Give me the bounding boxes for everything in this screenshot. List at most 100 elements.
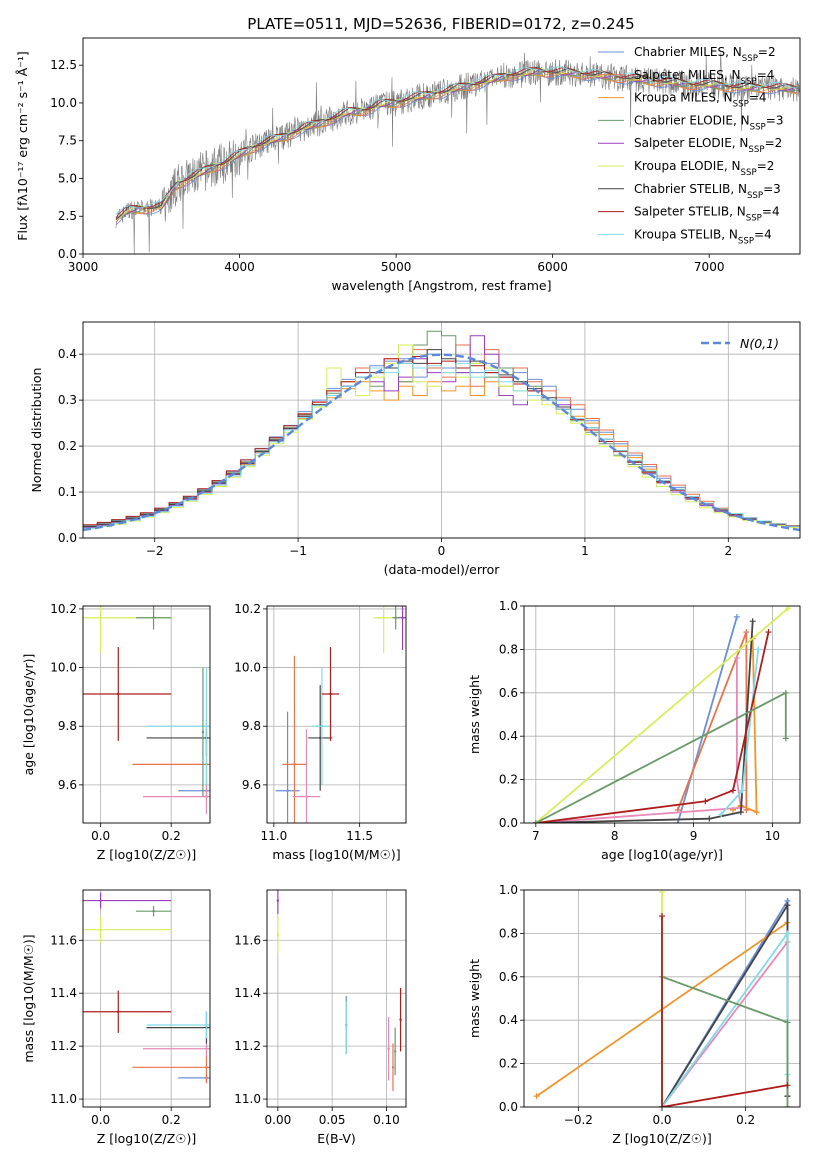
x-tick-label: 10 [765, 829, 780, 843]
y-axis-label: mass weight [467, 959, 482, 1038]
legend-entry-label: Kroupa STELIB, NSSP=4 [634, 227, 772, 246]
y-axis-label: Normed distribution [29, 368, 44, 493]
observed-spectrum-line [115, 52, 800, 254]
x-tick-label: −0.2 [564, 1113, 593, 1127]
mass-weight-marker [765, 629, 772, 636]
data-point [286, 789, 289, 792]
legend-entry-label: Kroupa ELODIE, NSSP=2 [634, 159, 774, 178]
x-tick-label: 11.5 [346, 829, 373, 843]
data-point [293, 763, 296, 766]
mass-weight-marker [737, 809, 744, 816]
x-axis-label: Z [log10(Z/Z☉)] [97, 1131, 197, 1146]
x-tick-label: 0.2 [162, 829, 181, 843]
mass-weight-line [535, 658, 742, 823]
axes-frame [266, 889, 407, 1108]
data-point [152, 909, 155, 913]
mass-weight-marker [718, 811, 725, 818]
y-tick-label: 10.0 [50, 96, 77, 110]
mass-weight-marker [702, 798, 709, 805]
x-tick-label: 0.0 [91, 829, 110, 843]
mass-weight-marker [659, 1104, 665, 1107]
mass-weight-marker [733, 655, 740, 662]
data-point [393, 1050, 397, 1053]
legend-entry-label: Chabrier STELIB, NSSP=3 [634, 182, 781, 201]
y-tick-label: 12.5 [50, 58, 77, 72]
mass-weight-marker [729, 787, 736, 794]
x-tick-label: 8 [611, 829, 619, 843]
data-point [99, 928, 102, 931]
mass-weight-line [535, 691, 787, 823]
data-point [276, 933, 280, 937]
data-point [382, 616, 385, 619]
y-tick-label: 0.8 [499, 926, 518, 940]
mass-weight-marker [782, 689, 789, 696]
age-vs-mass-panel: 11.0 11.5 9.6 9.8 10.0 10.2 mass [log10(M/M☉)] [234, 602, 407, 862]
legend-entry-label: Salpeter STELIB, NSSP=4 [634, 205, 780, 224]
data-point [305, 795, 308, 798]
mass-weight-marker [749, 618, 756, 625]
data-point [117, 1010, 120, 1013]
y-tick-label: 11.2 [50, 1039, 77, 1053]
x-tick-label: 7 [532, 829, 540, 843]
histogram-step-line [83, 362, 800, 529]
y-tick-label: 0.2 [499, 773, 518, 787]
y-tick-label: 1.0 [499, 599, 518, 613]
data-point [394, 616, 397, 619]
mass-weight-marker [674, 820, 681, 823]
plot-area [115, 52, 800, 254]
y-tick-label: 0.4 [499, 729, 518, 743]
mass-weight-line [676, 616, 738, 823]
plot-area [83, 330, 800, 532]
axes-frame [82, 37, 801, 255]
y-tick-label: 11.0 [50, 1092, 77, 1106]
y-tick-label: 0.6 [499, 970, 518, 984]
mass-weight-line [535, 607, 789, 823]
axes-frame [82, 605, 211, 824]
data-point [201, 730, 205, 734]
y-tick-label: 0.6 [499, 686, 518, 700]
x-tick-label: 4000 [224, 260, 255, 274]
gaussian-reference-curve [83, 353, 800, 532]
mass-weight-marker [733, 613, 740, 620]
x-tick-label: 11.0 [261, 829, 288, 843]
data-point [205, 1066, 208, 1069]
residual-histogram-panel: −2 −1 0 1 2 0.0 0.1 0.2 0.3 0.4 (data-model)/error… [29, 321, 801, 577]
y-tick-label: 5.0 [58, 171, 77, 185]
plot-area [532, 606, 792, 823]
mass-weight-marker [782, 735, 789, 742]
x-axis-label: wavelength [Angstrom, rest frame] [331, 278, 551, 293]
y-tick-label: 0.4 [499, 1013, 518, 1027]
x-tick-label: 0.0 [91, 1113, 110, 1127]
x-axis-label: (data-model)/error [384, 562, 501, 577]
y-tick-label: 9.6 [242, 778, 261, 792]
data-point [205, 795, 208, 798]
figure-title: PLATE=0511, MJD=52636, FIBERID=0172, z=0… [247, 15, 634, 33]
histogram-step-line [83, 344, 800, 530]
x-axis-label: E(B-V) [317, 1131, 356, 1146]
x-tick-label: 7000 [694, 260, 725, 274]
plot-area [83, 892, 210, 1084]
x-tick-label: 9 [690, 829, 698, 843]
y-tick-label: 10.0 [234, 661, 261, 675]
plot-area [533, 890, 791, 1107]
x-tick-label: 1 [581, 544, 589, 558]
legend-entry-label: Salpeter ELODIE, NSSP=2 [634, 136, 782, 155]
histogram-step-line [83, 356, 800, 527]
mass-vs-ebv-panel: 0.00 0.05 0.10 11.0 11.2 11.4 11.6 E(B-V) [234, 889, 407, 1146]
x-tick-label: −1 [289, 544, 307, 558]
y-tick-label: 0.0 [499, 1100, 518, 1114]
legend-entry-label: Kroupa MILES, NSSP=4 [634, 91, 767, 110]
y-tick-label: 11.6 [50, 933, 77, 947]
y-tick-label: 0.4 [58, 347, 77, 361]
x-axis-label: Z [log10(Z/Z☉)] [612, 1131, 712, 1146]
data-point [399, 1018, 402, 1021]
mass-weight-marker [706, 815, 713, 822]
y-tick-label: 9.8 [58, 719, 77, 733]
data-point [345, 1026, 348, 1029]
x-tick-label: 0.2 [736, 1113, 755, 1127]
y-tick-label: 11.4 [234, 986, 261, 1000]
y-axis-label: age [log10(age/yr)] [21, 654, 36, 776]
y-tick-label: 10.2 [234, 602, 261, 616]
axes-frame [82, 321, 801, 539]
mass-weight-marker [784, 930, 791, 937]
